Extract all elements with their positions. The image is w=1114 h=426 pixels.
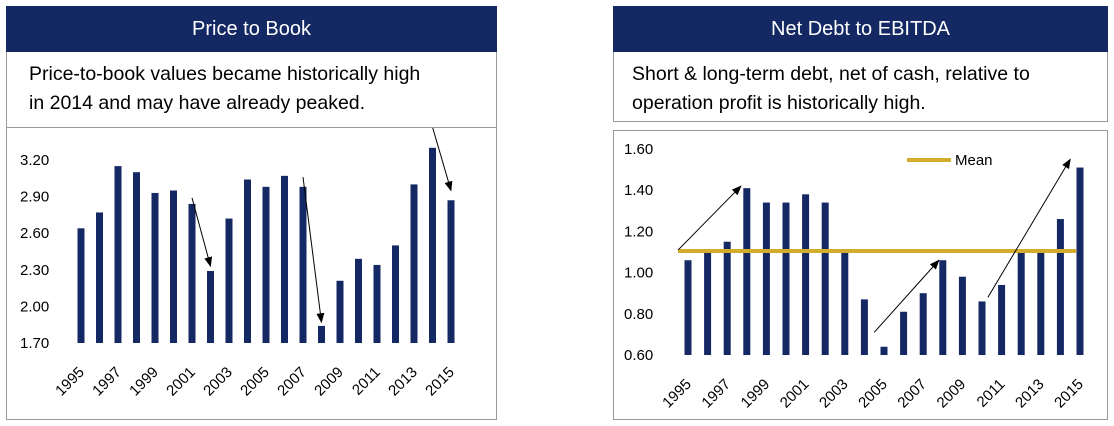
y-tick-label: 1.40 xyxy=(624,182,653,199)
bar xyxy=(244,179,251,343)
bar xyxy=(998,284,1006,355)
bar xyxy=(207,271,214,343)
annotation-arrow xyxy=(873,259,940,333)
price-to-book-panel: Price to Book Price-to-book values becam… xyxy=(6,6,497,420)
bar xyxy=(299,186,307,343)
bar xyxy=(170,190,177,343)
panel-title: Price to Book xyxy=(6,6,497,52)
x-tick-label: 2015 xyxy=(1051,376,1087,412)
bar xyxy=(355,258,362,343)
annotation-arrow xyxy=(432,128,453,192)
x-tick-label: 2009 xyxy=(311,364,347,400)
bar xyxy=(704,252,712,355)
x-tick-label: 1997 xyxy=(89,364,125,400)
x-tick-label: 2007 xyxy=(274,364,310,400)
bar xyxy=(373,264,381,343)
bar xyxy=(1056,219,1064,355)
bar xyxy=(939,260,947,355)
bar xyxy=(318,325,325,343)
bar xyxy=(860,299,868,355)
price-to-book-chart: 1.70 2.00 2.30 2.60 2.90 3.20 1995 1997 1999 2001… xyxy=(20,128,458,400)
panel-title: Net Debt to EBITDA xyxy=(613,6,1108,52)
bar xyxy=(262,186,270,343)
x-tick-label: 2013 xyxy=(385,364,421,400)
y-tick-label: 0.80 xyxy=(624,306,653,323)
x-tick-label: 2005 xyxy=(237,364,273,400)
bar xyxy=(225,218,233,343)
x-tick-label: 1995 xyxy=(659,376,695,412)
x-tick-label: 2003 xyxy=(200,364,236,400)
x-tick-label: 2009 xyxy=(934,376,970,412)
bar xyxy=(336,280,344,343)
annotation-arrow xyxy=(987,158,1071,298)
annotation-arrow xyxy=(191,197,213,268)
bar xyxy=(151,192,159,343)
y-tick-label: 1.00 xyxy=(624,265,653,282)
bar xyxy=(281,175,288,343)
caption-line: Price-to-book values became historically… xyxy=(29,63,421,85)
bar xyxy=(114,166,122,343)
caption-line: in 2014 and may have already peaked. xyxy=(29,92,366,114)
y-tick-label: 2.30 xyxy=(20,262,49,279)
bar xyxy=(447,200,455,343)
y-tick-label: 1.70 xyxy=(20,335,49,352)
bar xyxy=(133,172,140,343)
x-tick-label: 2015 xyxy=(422,364,458,400)
x-tick-label: 2001 xyxy=(777,376,813,412)
panel-caption: Price-to-book values became historically… xyxy=(6,52,497,128)
bar xyxy=(743,188,751,355)
x-tick-label: 2011 xyxy=(349,364,384,399)
y-tick-label: 0.60 xyxy=(624,347,653,364)
bar xyxy=(762,202,770,355)
annotation-arrow xyxy=(302,177,325,324)
bar xyxy=(77,228,85,343)
x-tick-label: 2005 xyxy=(855,376,891,412)
bar xyxy=(684,260,692,355)
y-tick-label: 1.60 xyxy=(624,141,653,158)
x-tick-label: 1995 xyxy=(52,364,88,400)
bar xyxy=(429,147,436,343)
net-debt-to-ebitda-panel: Net Debt to EBITDA Short & long-term deb… xyxy=(613,6,1108,420)
bar xyxy=(978,301,986,355)
bar xyxy=(900,311,908,355)
bar xyxy=(958,276,966,355)
y-tick-label: 2.90 xyxy=(20,189,49,206)
bar xyxy=(96,212,103,343)
panel-caption: Short & long-term debt, net of cash, rel… xyxy=(613,52,1108,122)
bar xyxy=(1076,167,1084,355)
net-debt-to-ebitda-chart: 0.60 0.80 1.00 1.20 1.40 1.60 Mean 1995 1997 1999… xyxy=(624,141,1087,412)
bar xyxy=(802,194,810,355)
bar xyxy=(410,184,418,343)
y-tick-label: 2.00 xyxy=(20,298,49,315)
price-to-book-chart-frame: 1.70 2.00 2.30 2.60 2.90 3.20 1995 1997 1999 2001… xyxy=(6,128,497,420)
x-tick-label: 1997 xyxy=(698,376,734,412)
x-tick-label: 2001 xyxy=(163,364,199,400)
y-tick-label: 3.20 xyxy=(20,152,49,169)
bar xyxy=(723,241,731,355)
bar xyxy=(821,202,829,355)
bar xyxy=(392,245,399,343)
bar xyxy=(1017,252,1025,355)
legend-mean-label: Mean xyxy=(955,152,993,169)
net-debt-chart-frame: 0.60 0.80 1.00 1.20 1.40 1.60 Mean 1995 1997 1999… xyxy=(613,130,1108,420)
bar xyxy=(188,203,196,343)
bar xyxy=(919,293,927,355)
x-tick-label: 1999 xyxy=(126,364,162,400)
caption-line: operation profit is historically high. xyxy=(632,92,926,114)
x-tick-label: 2007 xyxy=(894,376,930,412)
bar xyxy=(841,252,849,355)
bar xyxy=(782,202,790,355)
annotation-arrow xyxy=(677,185,742,251)
x-tick-label: 1999 xyxy=(738,376,774,412)
y-tick-label: 1.20 xyxy=(624,223,653,240)
x-tick-label: 2003 xyxy=(816,376,852,412)
x-tick-label: 2013 xyxy=(1012,376,1048,412)
caption-line: Short & long-term debt, net of cash, rel… xyxy=(632,63,1030,85)
bar xyxy=(880,346,888,355)
x-tick-label: 2011 xyxy=(974,376,1009,411)
bar xyxy=(1037,252,1045,355)
y-tick-label: 2.60 xyxy=(20,225,49,242)
